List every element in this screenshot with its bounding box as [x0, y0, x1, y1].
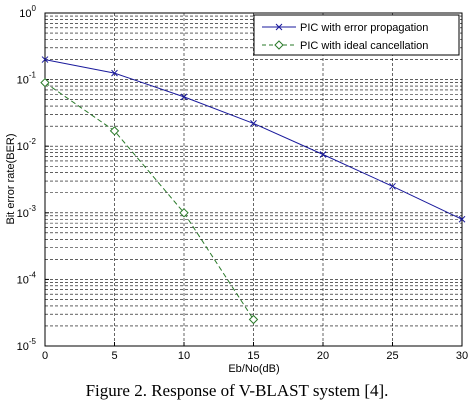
- legend-label-ideal-cancellation: PIC with ideal cancellation: [300, 40, 428, 52]
- data-point-diamond-marker: [179, 208, 189, 218]
- data-point-diamond-marker: [109, 126, 120, 136]
- data-point-x-marker: [250, 120, 257, 127]
- data-point-x-marker: [319, 151, 327, 158]
- y-tick-label: 10-5: [17, 337, 37, 353]
- figure-caption: Figure 2. Response of V-BLAST system [4]…: [85, 381, 389, 400]
- x-tick-label: 0: [42, 350, 48, 362]
- legend-marker-diamond: [274, 40, 284, 50]
- grid-lines: [45, 13, 462, 346]
- data-point-diamond-marker: [40, 77, 50, 88]
- ber-chart: 0 5 10 15 20 25 30 10-5 10-4 10-3 10-2 10-1 100 Eb/N…: [5, 4, 469, 375]
- data-point-x-marker: [389, 182, 396, 190]
- y-tick-label: 10-3: [17, 204, 37, 220]
- series-line-ideal-cancellation: [44, 82, 254, 320]
- data-point-x-marker: [458, 215, 466, 223]
- data-point-x-marker: [41, 56, 49, 63]
- x-tick-label: 15: [247, 350, 259, 362]
- y-tick-label: 10-1: [17, 71, 37, 87]
- x-tick-label: 5: [111, 350, 117, 362]
- data-point-x-marker: [111, 69, 118, 77]
- y-axis-label: Bit error rate(BER): [5, 133, 17, 224]
- axis-ticks: 0 5 10 15 20 25 30 10-5 10-4 10-3 10-2 10-1 100: [17, 4, 469, 362]
- y-tick-label: 10-2: [17, 137, 37, 153]
- x-tick-label: 30: [456, 350, 468, 362]
- legend: PIC with error propagation PIC with idea…: [253, 14, 460, 56]
- y-tick-label: 100: [19, 4, 36, 20]
- x-axis-label: Eb/No(dB): [228, 363, 279, 375]
- data-point-x-marker: [180, 93, 188, 101]
- x-tick-label: 25: [386, 350, 398, 362]
- y-tick-label: 10-4: [17, 270, 37, 286]
- legend-label-error-propagation: PIC with error propagation: [300, 22, 428, 34]
- x-tick-label: 20: [317, 350, 329, 362]
- series-layer: [40, 56, 466, 325]
- legend-marker-x: [275, 23, 283, 31]
- data-point-diamond-marker: [248, 314, 259, 325]
- legend-box: [253, 14, 460, 56]
- x-tick-label: 10: [178, 350, 190, 362]
